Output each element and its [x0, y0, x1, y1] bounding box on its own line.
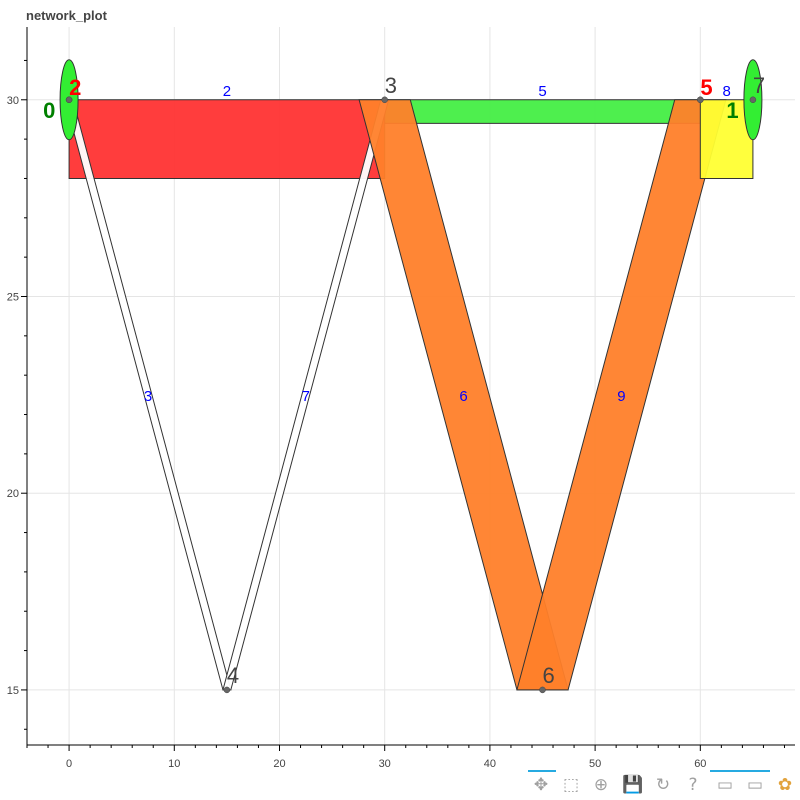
node-label: 1 — [726, 98, 738, 123]
edge-label: 8 — [722, 83, 730, 100]
edge-band — [699, 99, 754, 179]
node-labels: 0 1 2 3 4 5 6 7 — [43, 73, 765, 688]
edges — [64, 99, 754, 691]
x-tick-label: 0 — [66, 758, 72, 770]
y-tick-label: 25 — [7, 291, 19, 303]
save-tool[interactable]: 💾 — [622, 775, 644, 795]
node-label: 7 — [753, 73, 765, 98]
edge-label: 3 — [144, 388, 152, 405]
wheel-zoom-tool[interactable]: ⊕ — [593, 775, 609, 795]
edge-label: 9 — [617, 388, 625, 405]
edge-band — [384, 99, 701, 124]
edge-label: 6 — [459, 388, 467, 405]
x-tick-label: 30 — [379, 758, 391, 770]
reset-tool[interactable]: ↻ — [655, 775, 671, 795]
node-dot — [749, 96, 757, 104]
node-label: 5 — [700, 75, 712, 100]
node-dot — [539, 686, 546, 694]
x-tick-label: 60 — [694, 758, 706, 770]
edge-labels: 2 5 3 7 6 9 8 — [144, 83, 731, 405]
x-tick-label: 10 — [168, 758, 180, 770]
edge-band — [68, 99, 386, 179]
help-tool[interactable]: ? — [688, 775, 698, 795]
y-tick-label: 30 — [7, 95, 19, 107]
x-tick-label: 50 — [589, 758, 601, 770]
edge-label: 7 — [302, 388, 310, 405]
node-dot — [223, 686, 231, 694]
y-tick-label: 20 — [7, 488, 19, 500]
hover-tool-active-indicator — [710, 770, 770, 772]
chart-title: network_plot — [26, 8, 108, 23]
x-tick-label: 40 — [484, 758, 496, 770]
node-dot — [697, 96, 704, 104]
edge-label: 2 — [223, 83, 231, 100]
hover-tool-2[interactable]: ▭ — [746, 775, 764, 795]
node-label: 2 — [69, 75, 81, 100]
y-tick-label: 15 — [7, 685, 19, 697]
node-shapes — [59, 59, 763, 694]
edge-label: 5 — [538, 83, 546, 100]
node-label: 4 — [227, 663, 239, 688]
node-label: 6 — [543, 663, 555, 688]
bokeh-logo[interactable]: ✿ — [777, 775, 793, 795]
x-tick-label: 20 — [273, 758, 285, 770]
pan-tool[interactable]: ✥ — [533, 775, 549, 795]
node-label: 3 — [385, 73, 397, 98]
box-zoom-tool[interactable]: ⬚ — [562, 775, 580, 795]
pan-tool-active-indicator — [528, 770, 556, 772]
toolbar: ✥ ⬚ ⊕ 💾 ↻? ▭ ▭ ✿ — [526, 770, 800, 800]
node-dot — [65, 96, 73, 104]
node-dot — [381, 96, 388, 104]
node-label: 0 — [43, 98, 55, 123]
hover-tool-1[interactable]: ▭ — [716, 775, 734, 795]
